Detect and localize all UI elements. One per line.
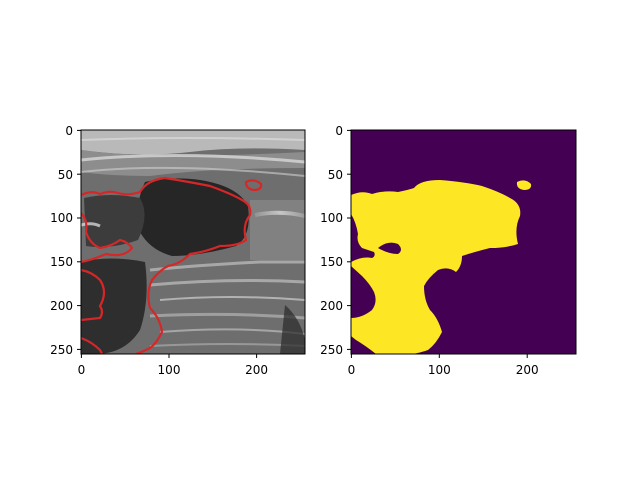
- left-x-tick-label: 200: [245, 363, 268, 377]
- mask-notch: [378, 242, 401, 254]
- small-mask-blob: [516, 180, 532, 190]
- left-y-tick-label: 250: [50, 343, 73, 357]
- right-panel: 0 50 100 150 200 250 0 100 200: [320, 124, 577, 377]
- ultrasound-image: [81, 130, 305, 354]
- left-y-tick-label: 200: [50, 299, 73, 313]
- right-axes-frame: [350, 129, 577, 355]
- right-x-tick-label: 100: [428, 363, 451, 377]
- lesion-mask-region: [351, 180, 521, 354]
- left-y-tick-marks: [77, 129, 81, 350]
- right-y-tick-label: 150: [320, 255, 343, 269]
- left-x-tick-label: 100: [158, 363, 181, 377]
- left-panel: 0 50 100 150 200 250 0 100 200: [50, 124, 306, 377]
- left-x-tick-marks: [80, 354, 258, 358]
- right-x-tick-marks: [350, 354, 528, 358]
- right-x-tick-label: 200: [516, 363, 539, 377]
- right-x-tick-label: 0: [348, 363, 356, 377]
- left-x-tick-label: 0: [78, 363, 86, 377]
- left-axes-frame: [80, 129, 306, 355]
- right-y-tick-label: 250: [320, 343, 343, 357]
- left-y-tick-label: 0: [65, 124, 73, 138]
- right-y-tick-marks: [347, 129, 351, 350]
- left-y-tick-label: 50: [58, 168, 73, 182]
- right-y-tick-label: 50: [328, 168, 343, 182]
- right-y-tick-label: 100: [320, 211, 343, 225]
- right-y-tick-label: 200: [320, 299, 343, 313]
- lesion-contour: [81, 176, 263, 354]
- segmentation-mask-image: [351, 130, 576, 354]
- left-y-tick-label: 100: [50, 211, 73, 225]
- left-y-tick-label: 150: [50, 255, 73, 269]
- right-y-tick-label: 0: [335, 124, 343, 138]
